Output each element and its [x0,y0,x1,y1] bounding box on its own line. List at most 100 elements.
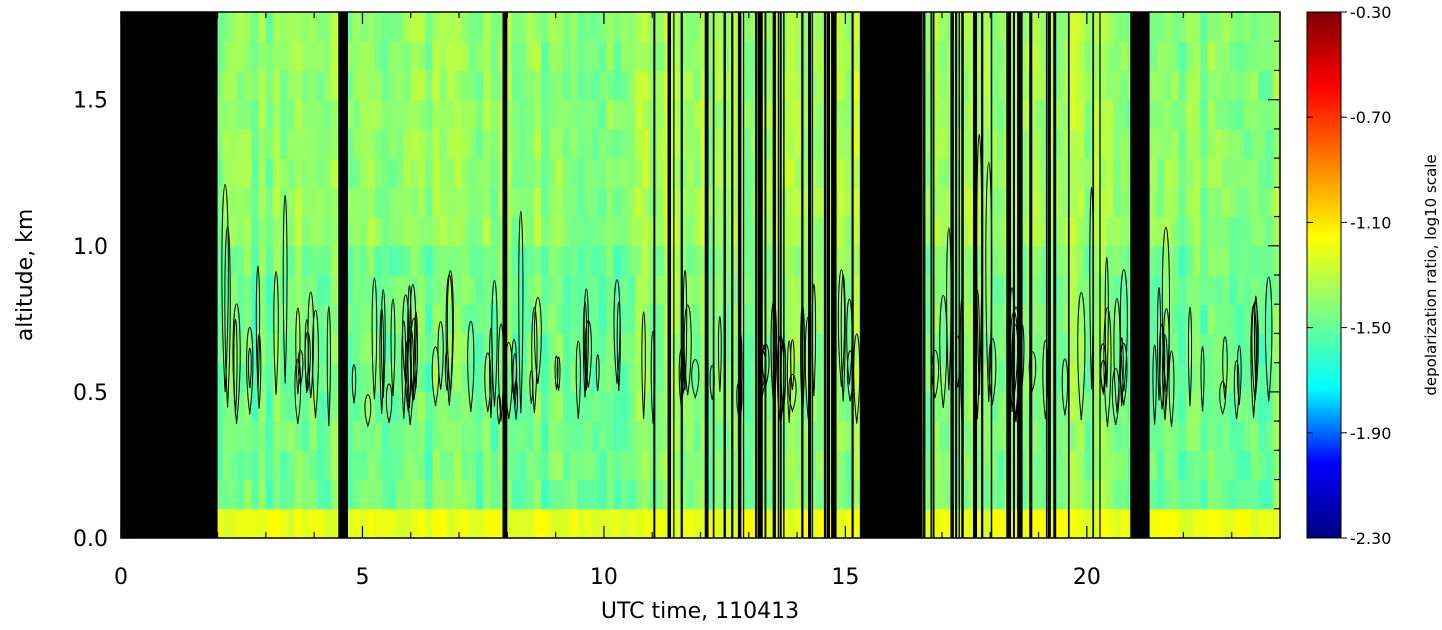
heatmap-cell [331,421,339,451]
heatmap-cell [417,70,426,101]
heatmap-cell [1272,304,1280,335]
heatmap-cell [1236,41,1245,72]
contour-line [1253,295,1258,386]
heatmap-cell [983,216,991,247]
heatmap-cell [722,128,731,159]
heatmap-cell [229,421,238,451]
heatmap-cell [772,128,781,159]
heatmap-cell [1164,12,1172,42]
heatmap-cell [599,187,607,218]
heatmap-cell [1106,421,1114,451]
heatmap-cell [599,479,607,510]
heatmap-cell [686,12,694,42]
heatmap-cell [1265,450,1274,481]
heatmap-cell [490,41,499,72]
heatmap-cell [1019,12,1028,42]
heatmap-cell [1185,216,1194,247]
heatmap-cell [620,12,629,42]
heatmap-cell [1084,275,1093,305]
heatmap-cell [562,216,571,247]
heatmap-cell [845,508,854,538]
heatmap-cell [852,128,861,159]
heatmap-cell [519,216,528,247]
heatmap-cell [1149,128,1158,159]
heatmap-cell [968,187,977,218]
heatmap-cell [1156,362,1165,393]
heatmap-cell [990,216,999,247]
heatmap-cell [432,275,441,305]
no-data-stripe [772,12,776,538]
heatmap-cell [244,275,252,305]
heatmap-cell [671,508,680,538]
heatmap-cell [323,508,332,538]
heatmap-cell [1149,99,1158,130]
no-data-region [1130,12,1150,538]
heatmap-cell [975,275,984,305]
heatmap-cell [504,187,513,218]
heatmap-cell [1113,187,1122,218]
heatmap-cell [1251,508,1259,538]
heatmap-cell [512,216,521,247]
heatmap-cell [1164,450,1172,481]
heatmap-cell [345,275,354,305]
heatmap-cell [975,391,984,422]
heatmap-cell [222,479,231,510]
heatmap-cell [1229,275,1238,305]
heatmap-cell [1251,41,1259,72]
heatmap-cell [1098,12,1107,42]
heatmap-cell [693,421,702,451]
heatmap-cell [1098,508,1107,538]
heatmap-cell [1251,158,1259,188]
heatmap-cell [620,508,629,538]
heatmap-cell [410,70,419,101]
y-tick-label: 0.0 [73,527,108,552]
heatmap-cell [1120,128,1129,159]
no-data-stripe [1053,12,1057,538]
heatmap-cell [1236,187,1245,218]
heatmap-cell [599,304,607,335]
heatmap-cell [939,245,948,276]
heatmap-cell [584,421,593,451]
heatmap-cell [816,304,825,335]
heatmap-cell [425,158,434,188]
heatmap-cell [1265,128,1274,159]
heatmap-cell [983,128,991,159]
contour-line [1161,226,1170,410]
heatmap-cell [273,99,281,130]
contour-line [1264,276,1273,402]
heatmap-cell [599,508,607,538]
contour-line [484,352,492,413]
heatmap-cell [446,41,455,72]
heatmap-cell [635,12,644,42]
heatmap-cell [1200,187,1209,218]
heatmap-cell [1106,362,1114,393]
y-axis-ticks: 0.00.51.01.5 [73,11,1280,552]
heatmap-cell [599,216,607,247]
no-data-stripe [1099,12,1101,538]
colorbar-tick-label: -2.30 [1350,529,1391,548]
heatmap-cell [367,450,376,481]
heatmap-cell [1258,41,1267,72]
heatmap-cell [1185,187,1194,218]
heatmap-cell [331,508,339,538]
heatmap-cell [302,41,310,72]
heatmap-cell [852,216,861,247]
heatmap-cell [490,450,499,481]
heatmap-cell [1229,187,1238,218]
heatmap-cell [410,479,419,510]
heatmap-cell [1069,275,1078,305]
heatmap-cell [1084,391,1093,422]
heatmap-cell [635,70,644,101]
heatmap-cell [1040,508,1049,538]
heatmap-cell [1236,479,1245,510]
heatmap-cell [838,216,846,247]
heatmap-cell [1098,421,1107,451]
heatmap-cell [1243,362,1252,393]
heatmap-cell [490,304,499,335]
heatmap-cell [1214,362,1223,393]
heatmap-cell [722,12,731,42]
y-axis-title: altitude, km [13,209,38,342]
contour-line [556,356,561,391]
heatmap-cell [548,158,557,188]
x-tick-label: 10 [590,565,618,590]
